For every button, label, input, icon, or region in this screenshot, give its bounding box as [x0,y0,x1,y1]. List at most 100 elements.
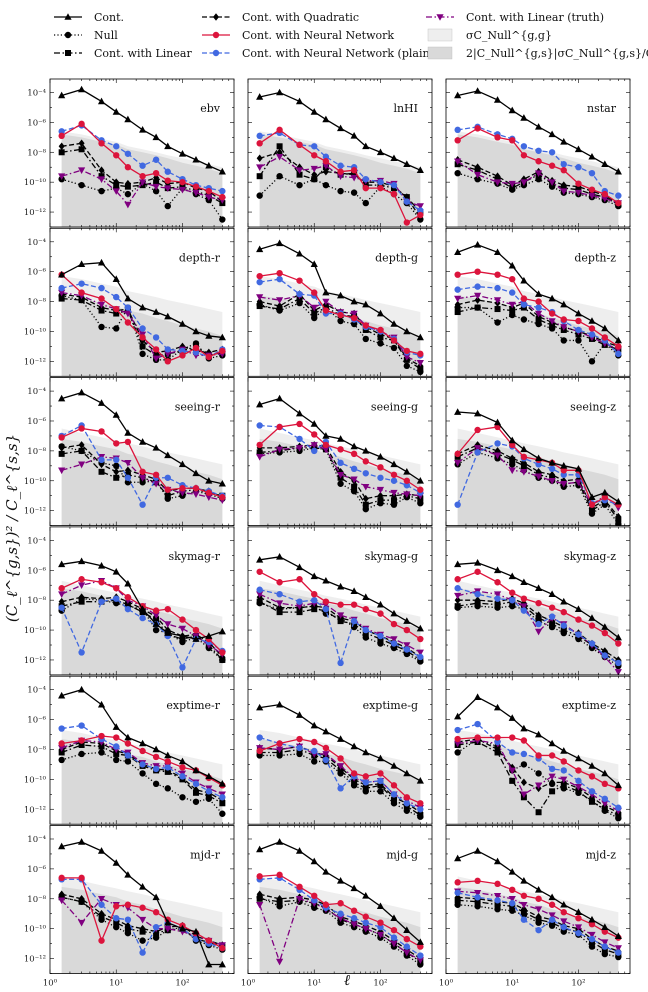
point-cont [376,902,385,910]
y-tick-label: 10⁻¹⁰ [24,626,47,636]
point-cont [454,408,462,415]
point-nn [615,640,622,647]
point-truth [601,800,609,808]
panel-frame [49,825,235,974]
point-nn [192,344,200,352]
point-truth [124,201,132,209]
point-null [256,192,263,199]
panel-seeing-z: seeing-z [445,377,631,527]
point-cont [534,886,543,893]
point-cont [493,418,502,426]
panel-exptime-g: exptime-g [247,675,433,825]
series-cont [256,88,424,174]
point-truth [362,925,370,933]
point-truth [574,784,583,791]
point-nn [417,486,424,493]
point-lin [509,777,516,784]
point-null [296,181,303,189]
point-cont [322,868,330,875]
point-cont [295,847,304,854]
point-truth [276,297,284,304]
point-truth [520,791,528,799]
point-nn [520,737,528,744]
panel-frame [247,78,433,228]
point-truth [58,745,66,752]
point-nn [164,486,171,493]
band-sig2 [457,295,619,377]
point-cont [350,587,358,595]
point-quad [377,491,384,500]
series-cont [256,553,424,632]
panel-title: depth-g [375,251,418,264]
point-nnp [560,622,567,629]
point-nnp [152,156,160,163]
point-nnp [417,952,424,959]
point-null [377,340,384,347]
point-lin [256,598,263,605]
point-cont [58,91,66,99]
point-nn [113,585,120,592]
panel-title: exptime-r [166,699,220,712]
legend-marker [212,31,220,39]
point-nn [58,132,65,140]
panel-frame [247,526,433,676]
point-nnp [337,459,344,467]
legend-item-cont: Cont. [54,11,124,24]
y-axis-label: (C_ℓ^{g,s})² / C_ℓ^{s,s} [3,434,21,622]
series-cont [256,838,424,945]
point-truth [403,642,411,649]
point-nnp [113,456,120,464]
band-sig2 [61,588,223,675]
y-tick-label: 10⁻⁸ [27,298,46,308]
point-cont [164,142,172,150]
series-line-nnp [457,285,619,355]
point-nn [615,199,622,207]
point-cont [390,609,398,617]
point-nnp [113,915,120,922]
series-cont [454,408,622,505]
series-cont [58,258,226,341]
x-tick-label: 10⁰ [439,979,454,989]
point-nn [350,314,358,322]
point-cont [138,303,147,311]
band-sig2 [259,134,421,227]
point-lin [78,146,85,153]
point-nnp [454,286,461,293]
point-nnp [575,929,582,937]
point-cont [493,248,502,256]
point-cont [58,394,66,402]
point-nnp [520,750,528,758]
point-cont [403,769,411,777]
point-cont [138,883,147,890]
point-quad [78,139,85,148]
legend-item-truth: Cont. with Linear (truth) [426,11,604,24]
series-line-quad [457,159,619,204]
series-cont [454,87,622,175]
point-nnp [377,474,384,481]
legend-swatch [427,46,453,60]
series-nnp [454,720,622,811]
point-cont [376,309,385,317]
point-nnp [311,143,318,150]
point-nn [520,295,528,302]
point-nnp [615,659,622,667]
series-truth [454,888,622,952]
series-line-quad [457,444,619,518]
point-nn [417,800,424,807]
point-truth [474,292,482,300]
point-cont [78,838,86,845]
legend-swatch [427,28,453,42]
point-truth [548,912,556,920]
point-null [78,181,85,189]
point-nn [337,311,344,319]
panel-skymag-z: skymag-z [445,526,631,676]
series-nn [256,420,424,493]
legend-label: 2|C_Null^{g,s}|σC_Null^{g,s}/C^{s,s} [466,47,648,61]
point-nnp [164,168,171,175]
point-truth [310,304,318,312]
point-cont [493,857,502,865]
point-nn [322,901,330,908]
point-null [152,626,160,634]
point-truth [574,924,583,931]
y-tick-label: 10⁻⁸ [27,745,46,755]
